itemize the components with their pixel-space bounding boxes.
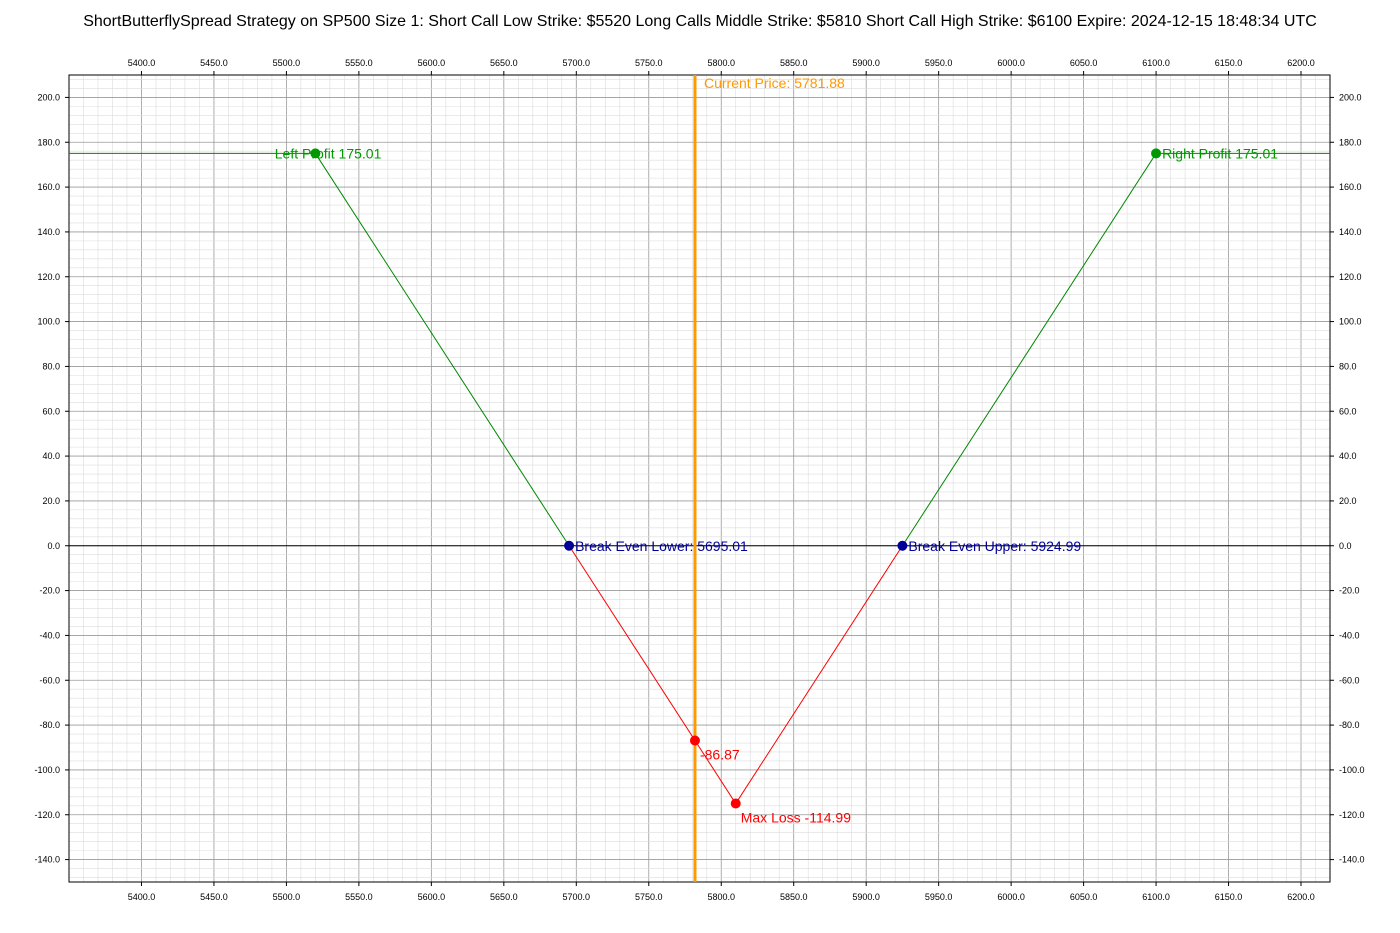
x-tick-label-bottom: 6000.0 <box>997 892 1025 902</box>
y-tick-label-left: -60.0 <box>39 675 60 685</box>
y-tick-label-left: 60.0 <box>42 406 60 416</box>
y-tick-label-left: 0.0 <box>47 541 60 551</box>
y-tick-label-right: 40.0 <box>1339 451 1357 461</box>
x-tick-label-bottom: 5400.0 <box>128 892 156 902</box>
y-tick-label-left: -140.0 <box>34 855 60 865</box>
y-tick-label-left: 20.0 <box>42 496 60 506</box>
x-tick-label-top: 6200.0 <box>1287 58 1315 68</box>
x-tick-label-top: 6150.0 <box>1215 58 1243 68</box>
x-tick-label-bottom: 5700.0 <box>563 892 591 902</box>
x-tick-label-top: 5650.0 <box>490 58 518 68</box>
x-tick-label-bottom: 5650.0 <box>490 892 518 902</box>
y-tick-label-right: -140.0 <box>1339 855 1365 865</box>
y-tick-label-left: 160.0 <box>37 182 60 192</box>
y-tick-label-right: 80.0 <box>1339 361 1357 371</box>
point-marker <box>730 798 741 809</box>
x-tick-label-top: 6000.0 <box>997 58 1025 68</box>
x-tick-label-top: 5550.0 <box>345 58 373 68</box>
point-marker <box>1151 148 1162 159</box>
y-tick-label-left: -40.0 <box>39 630 60 640</box>
y-tick-label-left: 80.0 <box>42 361 60 371</box>
y-tick-label-right: 20.0 <box>1339 496 1357 506</box>
x-tick-label-top: 5400.0 <box>128 58 156 68</box>
y-tick-label-right: -120.0 <box>1339 810 1365 820</box>
point-marker <box>564 540 575 551</box>
point-label: -86.87 <box>700 746 740 762</box>
x-tick-label-top: 6050.0 <box>1070 58 1098 68</box>
payoff-line-1 <box>69 152 570 547</box>
x-tick-label-top: 5850.0 <box>780 58 808 68</box>
y-tick-label-left: 120.0 <box>37 272 60 282</box>
y-tick-label-right: -40.0 <box>1339 630 1360 640</box>
x-tick-label-bottom: 5600.0 <box>418 892 446 902</box>
y-tick-label-right: 0.0 <box>1339 541 1352 551</box>
y-tick-label-right: 160.0 <box>1339 182 1362 192</box>
y-tick-label-left: -20.0 <box>39 586 60 596</box>
y-tick-label-left: 140.0 <box>37 227 60 237</box>
x-tick-label-bottom: 6100.0 <box>1142 892 1170 902</box>
y-tick-label-right: 140.0 <box>1339 227 1362 237</box>
x-tick-label-bottom: 5750.0 <box>635 892 663 902</box>
x-tick-label-top: 5700.0 <box>563 58 591 68</box>
x-tick-label-top: 5750.0 <box>635 58 663 68</box>
point-marker <box>689 735 700 746</box>
x-tick-label-top: 5450.0 <box>200 58 228 68</box>
point-label: Break Even Lower: 5695.01 <box>575 538 748 554</box>
x-tick-label-bottom: 5950.0 <box>925 892 953 902</box>
grid-lines <box>68 75 1331 882</box>
y-tick-label-left: 100.0 <box>37 317 60 327</box>
point-marker <box>310 148 321 159</box>
point-label: Max Loss -114.99 <box>741 810 851 826</box>
y-tick-label-left: -120.0 <box>34 810 60 820</box>
y-tick-label-left: -100.0 <box>34 765 60 775</box>
y-tick-label-right: -100.0 <box>1339 765 1365 775</box>
x-tick-label-bottom: 5850.0 <box>780 892 808 902</box>
y-tick-label-left: -80.0 <box>39 720 60 730</box>
y-tick-label-right: -20.0 <box>1339 586 1360 596</box>
y-tick-label-right: 180.0 <box>1339 137 1362 147</box>
point-label: Right Profit 175.01 <box>1162 145 1278 161</box>
x-tick-label-top: 5800.0 <box>707 58 735 68</box>
payoff-line-3 <box>901 152 1330 547</box>
y-tick-label-right: 200.0 <box>1339 92 1362 102</box>
x-tick-label-bottom: 5800.0 <box>707 892 735 902</box>
y-tick-label-left: 180.0 <box>37 137 60 147</box>
x-tick-label-bottom: 6200.0 <box>1287 892 1315 902</box>
x-tick-label-top: 5950.0 <box>925 58 953 68</box>
axis-ticks: 5400.0 5400.0 5450.0 5450.0 5500.0 5500.0 5550… <box>34 58 1364 902</box>
point-label: Break Even Upper: 5924.99 <box>908 538 1081 554</box>
y-tick-label-right: -60.0 <box>1339 675 1360 685</box>
chart-title: ShortButterflySpread Strategy on SP500 S… <box>83 13 1317 30</box>
y-tick-label-right: -80.0 <box>1339 720 1360 730</box>
current-price-label: Current Price: 5781.88 <box>704 75 845 91</box>
y-tick-label-right: 60.0 <box>1339 406 1357 416</box>
y-tick-label-right: 100.0 <box>1339 317 1362 327</box>
x-tick-label-bottom: 5500.0 <box>273 892 301 902</box>
x-tick-label-bottom: 5450.0 <box>200 892 228 902</box>
y-tick-label-left: 200.0 <box>37 92 60 102</box>
x-tick-label-bottom: 6150.0 <box>1215 892 1243 902</box>
point-marker <box>897 540 908 551</box>
point-label: Left Profit 175.01 <box>275 145 382 161</box>
x-tick-label-top: 5600.0 <box>418 58 446 68</box>
x-tick-label-top: 5500.0 <box>273 58 301 68</box>
plot-frame <box>68 74 1331 883</box>
x-tick-label-bottom: 5900.0 <box>852 892 880 902</box>
x-tick-label-top: 5900.0 <box>852 58 880 68</box>
x-tick-label-top: 6100.0 <box>1142 58 1170 68</box>
x-tick-label-bottom: 5550.0 <box>345 892 373 902</box>
x-tick-label-bottom: 6050.0 <box>1070 892 1098 902</box>
y-tick-label-right: 120.0 <box>1339 272 1362 282</box>
y-tick-label-left: 40.0 <box>42 451 60 461</box>
